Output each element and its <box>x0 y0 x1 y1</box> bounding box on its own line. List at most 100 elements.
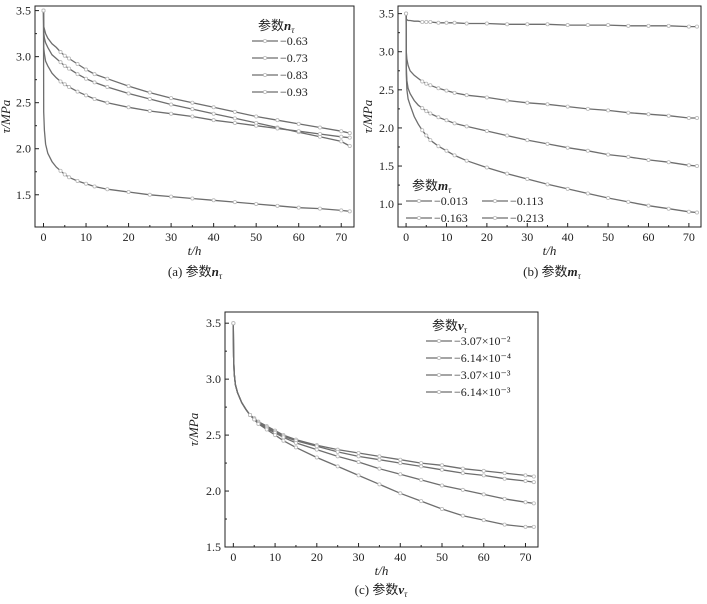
data-point <box>105 76 110 81</box>
data-point <box>460 513 465 518</box>
legend-item-label: −6.14×10⁻³ <box>454 385 511 399</box>
data-point <box>211 111 216 116</box>
data-point <box>254 201 259 206</box>
data-point <box>585 191 590 196</box>
data-point <box>169 96 174 101</box>
data-point <box>317 125 322 130</box>
legend-item-label: −0.113 <box>510 194 543 208</box>
legend-item-label: −3.07×10⁻³ <box>454 368 511 382</box>
data-point <box>606 152 611 157</box>
data-point <box>436 115 441 120</box>
data-point <box>585 23 590 28</box>
data-point <box>481 518 486 523</box>
series-line <box>42 10 350 134</box>
data-point <box>694 116 699 121</box>
data-point <box>62 63 67 68</box>
data-point <box>420 128 425 133</box>
data-point <box>484 165 489 170</box>
data-point <box>84 181 89 186</box>
y-tick-label: 2.0 <box>379 121 394 135</box>
y-tick-label: 2.5 <box>206 428 221 442</box>
series-1 <box>41 8 352 136</box>
data-point <box>169 111 174 116</box>
legend-title-subscript: τ <box>448 185 452 195</box>
legend: 参数mτ−0.013 −0.113 −0.163 −0.213 <box>406 178 544 225</box>
data-point <box>126 84 131 89</box>
y-tick-label: 1.5 <box>16 188 31 202</box>
data-point <box>58 50 63 55</box>
data-point <box>523 500 528 505</box>
plot-frame <box>397 5 702 228</box>
x-axis-label: t/h <box>375 563 389 578</box>
data-point <box>281 435 286 440</box>
data-point <box>347 209 352 214</box>
x-tick-label: 30 <box>521 230 533 244</box>
data-point <box>347 135 352 140</box>
data-point <box>531 480 536 485</box>
data-point <box>105 187 110 192</box>
data-point <box>419 461 424 466</box>
data-point <box>147 97 152 102</box>
data-point <box>428 138 433 143</box>
data-point <box>502 471 507 476</box>
data-point <box>264 427 269 432</box>
data-point <box>420 79 425 84</box>
data-point <box>356 473 361 478</box>
data-point <box>377 466 382 471</box>
data-point <box>232 200 237 205</box>
y-tick-label: 3.5 <box>206 316 221 330</box>
data-point <box>484 128 489 133</box>
x-tick-label: 70 <box>335 230 347 244</box>
x-tick-label: 70 <box>683 230 695 244</box>
data-point <box>694 210 699 215</box>
series-1 <box>404 11 699 29</box>
data-point <box>339 129 344 134</box>
data-point <box>62 82 67 87</box>
data-point <box>464 21 469 26</box>
data-point <box>190 196 195 201</box>
x-tick-label: 40 <box>208 230 220 244</box>
data-point <box>75 178 80 183</box>
x-tick-label: 60 <box>642 230 654 244</box>
data-point <box>58 79 63 84</box>
data-point <box>62 172 67 177</box>
legend-title-subscript: τ <box>291 25 295 35</box>
panel-caption-subscript: τ <box>404 589 408 599</box>
data-point <box>565 104 570 109</box>
data-point <box>428 83 433 88</box>
series-line <box>232 323 534 528</box>
data-point <box>62 53 67 58</box>
data-point <box>505 133 510 138</box>
data-point <box>169 102 174 107</box>
legend-item-label: −0.163 <box>434 211 468 225</box>
panel-caption-subscript: τ <box>578 271 582 281</box>
data-point <box>347 143 352 148</box>
series-line <box>405 13 698 167</box>
data-point <box>505 98 510 103</box>
x-tick-label: 70 <box>519 550 531 564</box>
data-point <box>444 148 449 153</box>
chart-panel-b: 0 10 20 30 40 50 60 70 1.0 1.5 2.0 2.5 3.0 3.5 t/h τ/MP… <box>360 5 702 281</box>
data-point <box>424 81 429 86</box>
data-point <box>252 417 257 422</box>
x-tick-label: 20 <box>311 550 323 564</box>
panel-caption: (c) 参数ντ <box>355 582 408 599</box>
series-line <box>42 10 350 212</box>
data-point <box>502 522 507 527</box>
data-point <box>646 203 651 208</box>
data-point <box>460 471 465 476</box>
x-tick-label: 0 <box>41 230 47 244</box>
x-tick-label: 30 <box>165 230 177 244</box>
data-point <box>646 23 651 28</box>
data-point <box>686 24 691 29</box>
data-point <box>531 524 536 529</box>
data-point <box>419 499 424 504</box>
data-point <box>335 454 340 459</box>
series-line <box>42 10 351 147</box>
series-line <box>405 13 697 119</box>
panel-caption: (a) 参数nτ <box>168 264 223 281</box>
data-point <box>92 97 97 102</box>
data-point <box>169 194 174 199</box>
legend-marker <box>262 73 267 78</box>
data-point <box>420 106 425 111</box>
